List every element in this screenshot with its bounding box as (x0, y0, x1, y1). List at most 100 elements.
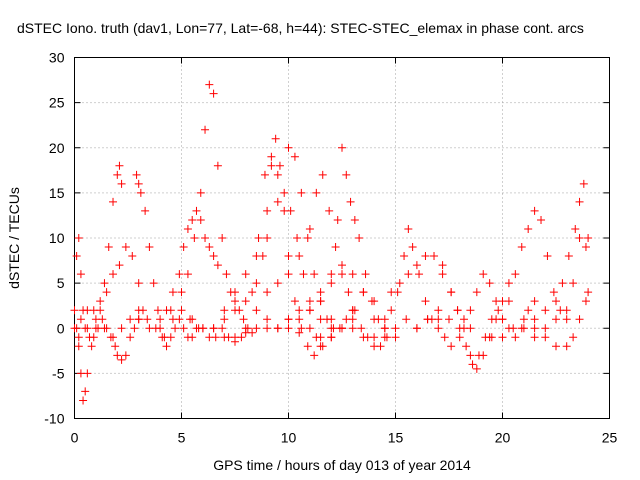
data-point (310, 270, 319, 279)
data-point (584, 288, 593, 297)
data-point (498, 315, 507, 324)
data-point (361, 270, 370, 279)
data-point (421, 252, 430, 261)
data-point (218, 324, 227, 333)
data-point (115, 161, 124, 170)
data-point (558, 279, 567, 288)
data-point (145, 243, 154, 252)
y-tick-label: 25 (49, 95, 65, 111)
data-point (134, 179, 143, 188)
x-tick-label: 5 (178, 430, 186, 446)
data-point (325, 206, 334, 215)
data-point (421, 297, 430, 306)
data-point (581, 297, 590, 306)
data-point (273, 170, 282, 179)
data-point (357, 324, 366, 333)
data-point (284, 315, 293, 324)
data-point (220, 315, 229, 324)
data-point (552, 315, 560, 324)
data-point (530, 206, 539, 215)
data-point (543, 252, 552, 261)
data-point (117, 179, 126, 188)
y-tick-label: 5 (57, 275, 65, 291)
data-point (541, 333, 550, 342)
data-point (263, 315, 272, 324)
data-point (524, 306, 533, 315)
data-point (241, 270, 250, 279)
data-point (552, 342, 560, 351)
data-point (87, 342, 96, 351)
series-12 (316, 324, 391, 351)
data-point (231, 333, 239, 342)
data-point (434, 324, 443, 333)
data-point (434, 315, 443, 324)
data-point (151, 324, 160, 333)
data-point (290, 152, 299, 161)
data-point (517, 243, 526, 252)
data-point (303, 342, 312, 351)
data-point (391, 333, 400, 342)
x-tick-label: 0 (71, 430, 79, 446)
data-point (327, 333, 336, 342)
data-point (160, 333, 169, 342)
data-point (96, 297, 105, 306)
data-point (338, 261, 346, 270)
data-point (91, 315, 100, 324)
data-point (254, 234, 263, 242)
data-point (511, 270, 520, 279)
data-point (380, 324, 389, 333)
data-point (344, 288, 353, 297)
data-point (194, 324, 203, 333)
data-point (115, 261, 124, 270)
data-point (222, 270, 231, 279)
data-point (530, 315, 539, 324)
data-point (286, 206, 295, 215)
data-point (327, 324, 336, 333)
data-point (183, 224, 192, 233)
data-point (562, 342, 571, 351)
data-point (571, 224, 580, 233)
data-point (485, 279, 494, 288)
data-point (252, 252, 261, 261)
data-point (445, 315, 453, 324)
data-point (466, 351, 475, 360)
data-point (201, 125, 210, 134)
data-point (370, 333, 379, 342)
data-point (290, 297, 299, 306)
series-4 (134, 80, 257, 337)
y-tick-label: 20 (49, 140, 65, 156)
data-point (72, 252, 81, 261)
y-tick-label: -5 (52, 365, 65, 381)
data-point (453, 306, 462, 315)
data-point (440, 333, 449, 342)
data-point (100, 279, 109, 288)
data-point (273, 279, 282, 288)
data-point (459, 315, 468, 324)
data-point (530, 324, 539, 333)
data-point (134, 315, 143, 324)
data-point (83, 369, 92, 378)
data-point (430, 252, 439, 261)
data-point (252, 324, 261, 333)
data-point (370, 315, 379, 324)
data-point (552, 297, 560, 306)
data-point (412, 261, 421, 270)
data-point (113, 170, 122, 179)
data-point (81, 387, 90, 396)
data-point (305, 224, 314, 233)
data-point (293, 234, 302, 242)
data-point (295, 315, 304, 324)
data-point (350, 215, 359, 224)
data-point (549, 288, 558, 297)
series-22 (74, 306, 203, 342)
data-point (342, 170, 351, 179)
data-point (305, 324, 314, 333)
data-point (213, 261, 222, 270)
data-point (318, 170, 327, 179)
chart-title: dSTEC Iono. truth (dav1, Lon=77, Lat=-68… (17, 20, 584, 36)
data-point (359, 288, 368, 297)
data-point (231, 288, 239, 297)
data-point (102, 288, 111, 297)
y-tick-label: 30 (49, 50, 65, 66)
data-point (231, 306, 239, 315)
